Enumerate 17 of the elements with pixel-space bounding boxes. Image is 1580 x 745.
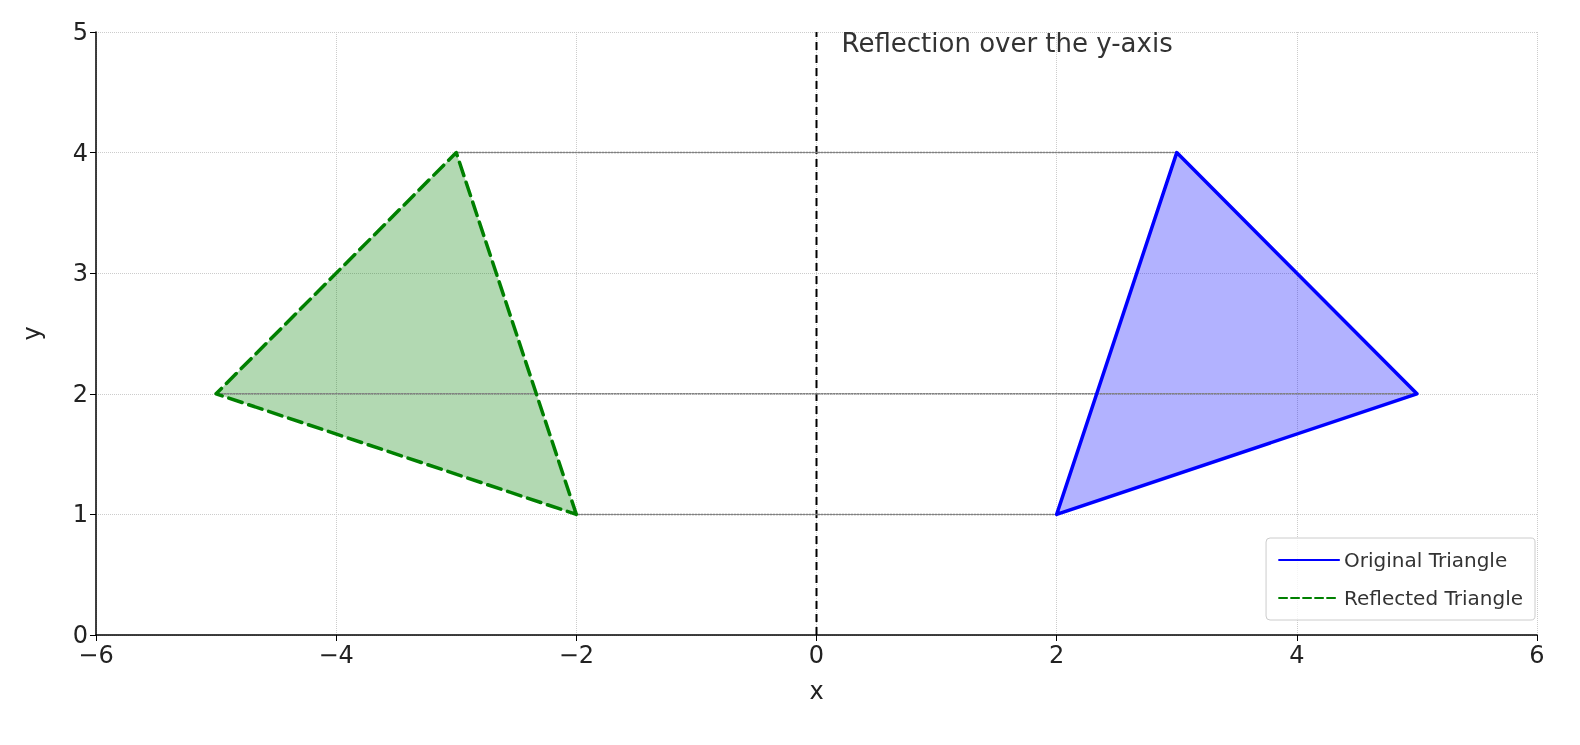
y-tick-label: 1 [72,500,88,529]
legend-label: Original Triangle [1344,548,1508,572]
y-tick-label: 2 [72,379,88,408]
x-tick-label: −2 [558,641,595,669]
y-tick-label: 5 [72,18,88,46]
y-tick-label: 0 [72,621,88,649]
y-tick-label: 4 [72,138,88,167]
x-tick-label: −4 [318,641,354,669]
x-axis-title: x [809,677,824,705]
ref-line-label: Reflection over the y-axis [841,28,1173,58]
x-tick-label: 0 [808,641,825,669]
x-tick-label: 6 [1529,641,1545,669]
x-tick-label: 2 [1049,641,1065,669]
y-tick-label: 3 [72,259,88,288]
y-axis-title: y [18,326,46,341]
legend-label: Reflected Triangle [1344,586,1524,610]
x-tick-label: 4 [1289,641,1305,669]
